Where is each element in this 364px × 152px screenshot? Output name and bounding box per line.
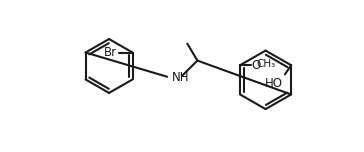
Text: CH₃: CH₃ bbox=[256, 59, 276, 69]
Text: HO: HO bbox=[265, 77, 283, 90]
Text: O: O bbox=[251, 59, 260, 72]
Text: Br: Br bbox=[104, 46, 117, 59]
Text: NH: NH bbox=[172, 71, 189, 84]
